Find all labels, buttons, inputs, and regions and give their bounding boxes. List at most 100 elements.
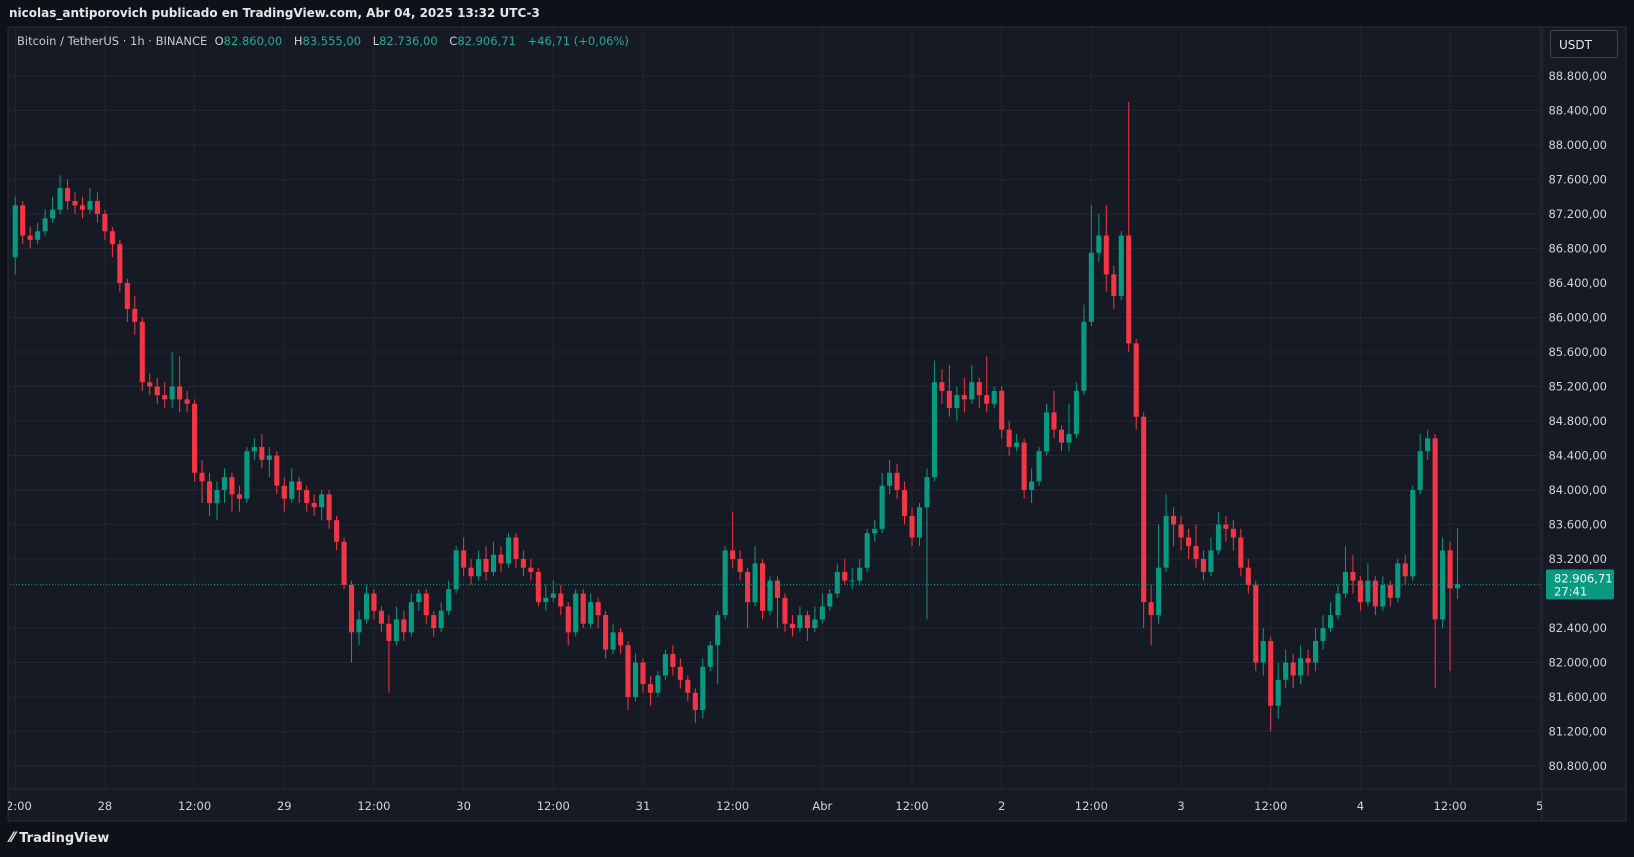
x-tick-label: 12:00 [1075,799,1108,813]
candle-body [1058,429,1065,443]
candle-body [1283,662,1289,680]
candle-body [177,386,183,400]
candle-body [1335,593,1341,616]
candle-body [341,541,347,585]
x-tick-label: 30 [456,799,471,813]
close-key: C [449,34,458,48]
candle-body [1156,567,1162,616]
candle-body [1402,563,1408,577]
candle-body [1096,235,1102,253]
last-price-label: 82.906,71 [1554,571,1613,585]
candle-body [864,533,870,568]
candle-body [543,597,549,603]
y-tick-label: 85.600,00 [1548,345,1607,359]
candle-body [901,490,908,516]
y-tick-label: 83.600,00 [1548,518,1607,532]
y-tick-label: 84.000,00 [1548,483,1607,497]
candle-body [348,584,355,633]
candle-body [401,619,407,633]
candle-body [42,218,48,232]
candle-body [662,653,668,676]
y-tick-label: 80.800,00 [1548,759,1607,773]
candle-body [677,666,683,680]
candle-body [386,623,392,641]
x-tick-label: 12:00 [537,799,570,813]
publisher-line: nicolas_antiporovich publicado en Tradin… [9,6,540,20]
candle-body [50,209,56,219]
candle-body [27,235,33,240]
candle-body [625,645,631,698]
candle-body [1133,343,1139,417]
x-tick-label: 28 [98,799,113,813]
candle-body [1432,438,1438,620]
candle-body [603,615,609,650]
high-key: H [293,34,303,48]
candle-body [1021,442,1027,491]
candle-body [1230,528,1236,538]
candle-body [423,593,429,616]
candle-body [1425,438,1431,452]
candle-body [550,593,556,598]
candle-body [595,602,601,616]
candle-body [206,481,213,503]
candle-body [1447,550,1453,589]
candle-body [20,205,26,236]
candle-body [834,571,840,594]
candle-body [199,472,205,482]
candle-body [588,602,594,624]
candle-body [655,675,661,693]
x-tick-label: 29 [277,799,292,813]
y-tick-label: 86.000,00 [1548,310,1607,324]
y-tick-label: 87.600,00 [1548,172,1607,186]
candle-body [1215,524,1221,551]
candle-body [1193,546,1199,560]
candle-body [1275,679,1281,706]
candle-body [819,606,825,620]
countdown: 27:41 [1554,584,1587,598]
y-tick-label: 82.000,00 [1548,656,1607,670]
candle-body [184,399,190,404]
candle-body [1253,584,1259,663]
candle-body [221,477,228,491]
candle-body [371,593,377,611]
candle-body [737,559,743,572]
candle-body [132,308,138,322]
low-value: 82.736,00 [379,34,438,48]
candle-body [87,201,93,210]
candle-body [782,597,788,624]
candle-body [760,563,766,611]
candle-body [715,615,721,646]
candle-body [1088,252,1094,322]
candle-body [1455,584,1461,589]
x-tick-label: 12:00 [178,799,211,813]
candle-body [169,386,175,400]
candle-body [961,395,967,400]
x-tick-label: 12:00 [0,799,32,813]
candle-body [647,684,653,693]
candle-body [984,395,990,404]
candle-body [939,382,945,391]
last-price-box [1546,569,1614,600]
candle-body [1185,537,1192,547]
candle-body [573,593,579,633]
candle-body [162,395,168,400]
candle-body [1163,515,1169,568]
footer-brand: ⁄⁄ TradingView [10,830,110,846]
candle-body [1171,515,1177,525]
y-tick-label: 86.800,00 [1548,241,1607,255]
currency-button[interactable]: USDT [1550,30,1618,58]
candle-body [1111,274,1117,296]
candle-body [954,395,960,409]
x-tick-label: 2 [998,799,1005,813]
x-tick-label: 3 [1177,799,1184,813]
candle-body [618,632,624,646]
candle-body [610,632,616,650]
y-tick-label: 88.400,00 [1548,103,1607,117]
candle-body [692,692,698,710]
candle-body [266,455,272,460]
candle-body [1036,451,1042,482]
candle-body [468,567,474,577]
x-tick-label: 12:00 [716,799,749,813]
candle-body [767,580,773,611]
